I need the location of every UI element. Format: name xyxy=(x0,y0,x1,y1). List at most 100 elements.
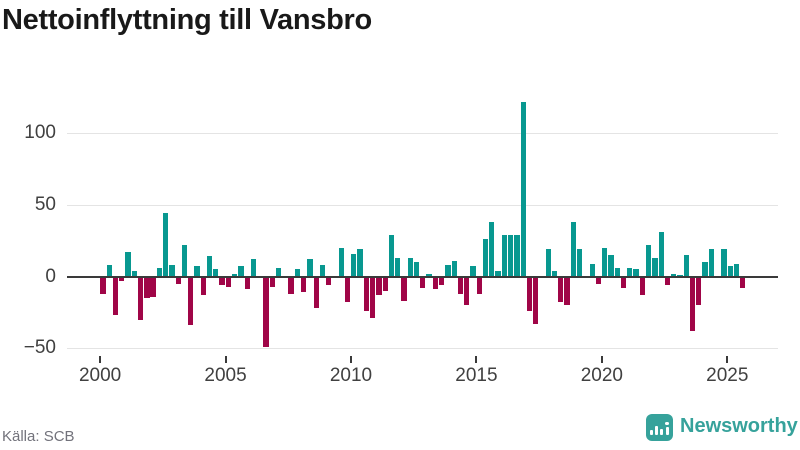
gridline-100 xyxy=(67,133,778,135)
bar-2010Q2 xyxy=(357,249,363,277)
bar-2013Q2 xyxy=(432,276,438,290)
x-tick-2020 xyxy=(600,356,603,363)
bar-2016Q3 xyxy=(514,234,520,277)
bar-2006Q3 xyxy=(263,276,269,347)
bar-2006Q4 xyxy=(269,276,275,287)
y-tick-label-100: 100 xyxy=(24,122,56,144)
bar-2003Q2 xyxy=(181,244,188,277)
bar-2003Q3 xyxy=(188,276,194,326)
bar-2015Q1 xyxy=(476,276,482,294)
bar-2017Q4 xyxy=(545,249,551,277)
bar-2014Q1 xyxy=(451,260,457,277)
bar-2021Q4 xyxy=(645,244,652,277)
bar-2009Q3 xyxy=(338,247,344,277)
bar-2015Q2 xyxy=(482,239,489,277)
newsworthy-wordmark: Newsworthy xyxy=(680,415,798,437)
x-tick-2000 xyxy=(99,356,102,363)
bar-2002Q2 xyxy=(156,267,163,277)
bar-2012Q1 xyxy=(401,276,407,301)
bar-2021Q3 xyxy=(639,276,645,296)
bar-2003Q4 xyxy=(194,266,200,277)
plot-area: 100 50 0 −50 2000 2005 2010 2015 2020 2025 xyxy=(23,101,778,386)
bar-2011Q2 xyxy=(382,276,388,291)
bar-2005Q1 xyxy=(225,276,232,287)
bar-2024Q2 xyxy=(708,249,714,277)
bar-2018Q1 xyxy=(551,270,558,277)
bar-2004Q1 xyxy=(200,276,206,296)
bar-2010Q1 xyxy=(351,253,357,277)
bar-2013Q4 xyxy=(445,265,451,277)
bar-2001Q2 xyxy=(131,270,137,277)
bar-2022Q2 xyxy=(658,232,664,277)
bar-2018Q2 xyxy=(558,276,564,303)
bar-2008Q3 xyxy=(313,276,319,309)
x-tick-label-2010: 2010 xyxy=(329,365,373,386)
bar-2020Q1 xyxy=(602,247,608,277)
bar-2001Q1 xyxy=(125,252,131,277)
bar-2011Q3 xyxy=(388,234,395,277)
bar-2018Q4 xyxy=(570,222,576,277)
bar-2023Q2 xyxy=(683,254,689,277)
newsworthy-bars-icon xyxy=(646,414,673,441)
x-tick-label-2005: 2005 xyxy=(204,365,247,386)
bar-2008Q1 xyxy=(301,276,307,293)
bar-2004Q3 xyxy=(213,269,219,277)
bar-2010Q4 xyxy=(369,276,376,319)
bar-2017Q2 xyxy=(533,276,539,324)
bar-2023Q4 xyxy=(696,276,702,306)
bar-2016Q2 xyxy=(507,234,514,277)
bar-2005Q2 xyxy=(232,273,238,277)
bar-2005Q3 xyxy=(238,266,244,277)
zero-axis-line xyxy=(67,275,778,278)
bar-2001Q3 xyxy=(137,276,144,320)
bar-2014Q4 xyxy=(470,266,476,277)
bar-2000Q2 xyxy=(106,265,112,277)
bar-2013Q1 xyxy=(426,273,432,277)
bar-2008Q4 xyxy=(319,265,326,277)
gridline-50 xyxy=(67,204,778,206)
bar-2004Q2 xyxy=(206,256,213,277)
bar-2013Q3 xyxy=(438,276,445,286)
y-tick-label-0: 0 xyxy=(45,265,56,287)
bar-2002Q3 xyxy=(163,213,169,277)
bar-2014Q2 xyxy=(457,276,464,294)
x-tick-2015 xyxy=(475,356,478,363)
x-tick-label-2015: 2015 xyxy=(455,365,498,386)
bar-2009Q1 xyxy=(326,276,332,286)
bar-2012Q2 xyxy=(407,257,413,277)
x-tick-2010 xyxy=(349,356,352,363)
bar-2010Q3 xyxy=(363,276,370,311)
bar-2011Q4 xyxy=(395,257,401,277)
bar-2007Q4 xyxy=(294,269,301,277)
bar-2007Q1 xyxy=(275,267,282,277)
y-tick-label--50: −50 xyxy=(23,337,56,359)
bar-2021Q2 xyxy=(633,269,639,277)
bar-2008Q2 xyxy=(307,259,313,277)
bar-2014Q3 xyxy=(464,276,470,306)
x-tick-label-2020: 2020 xyxy=(580,365,623,386)
bar-2022Q1 xyxy=(652,257,658,277)
bar-2001Q4 xyxy=(144,276,150,298)
bar-2020Q3 xyxy=(614,267,620,277)
bar-2004Q4 xyxy=(219,276,225,286)
bar-2015Q4 xyxy=(495,270,501,277)
bar-2012Q3 xyxy=(413,262,420,277)
bar-2022Q4 xyxy=(671,273,677,277)
bar-2020Q2 xyxy=(608,254,614,277)
bar-2007Q3 xyxy=(288,276,294,294)
bar-2000Q3 xyxy=(112,276,119,316)
x-tick-2025 xyxy=(726,356,729,363)
bar-2012Q4 xyxy=(420,276,426,288)
bar-2000Q1 xyxy=(100,276,106,294)
bar-2006Q1 xyxy=(250,259,257,277)
bar-2000Q4 xyxy=(119,276,125,281)
y-tick-label-50: 50 xyxy=(34,193,56,215)
x-tick-2005 xyxy=(224,356,227,363)
x-tick-label-2000: 2000 xyxy=(78,365,122,386)
bar-2024Q1 xyxy=(702,262,708,277)
bar-2002Q1 xyxy=(150,276,156,297)
bar-2025Q2 xyxy=(733,263,740,277)
newsworthy-logo[interactable]: Newsworthy xyxy=(644,412,798,446)
bar-2025Q3 xyxy=(740,276,746,288)
